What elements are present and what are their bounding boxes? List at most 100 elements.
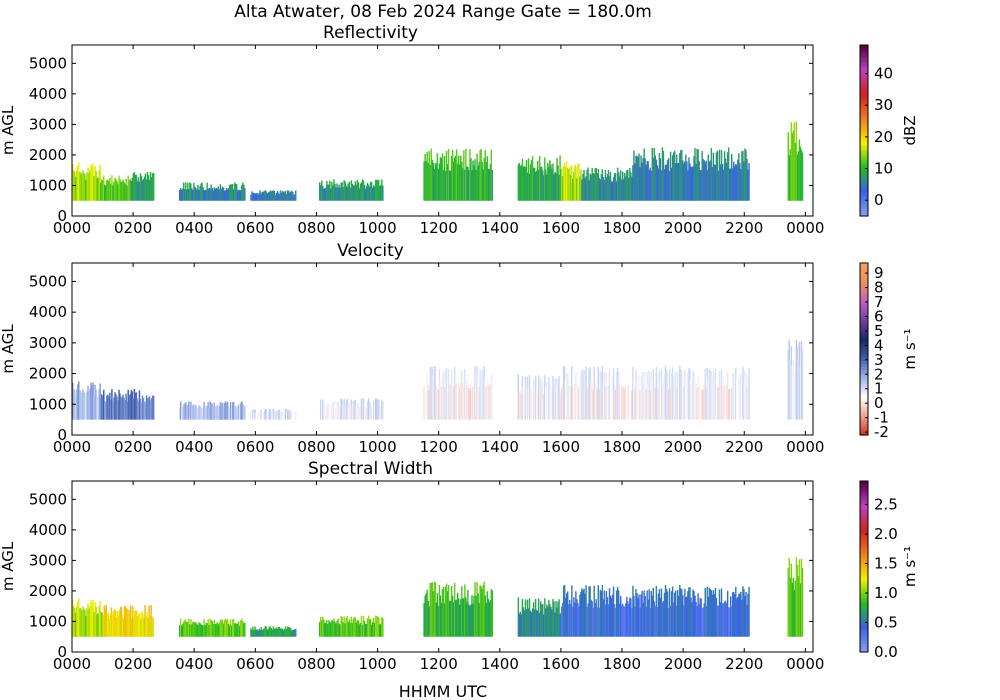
echo-column xyxy=(616,367,619,420)
echo-column xyxy=(343,616,345,637)
echo-column xyxy=(104,184,106,201)
echo-column xyxy=(238,621,240,637)
echo-column xyxy=(189,624,191,637)
echo-column xyxy=(625,176,627,201)
echo-column xyxy=(239,409,241,420)
echo-column xyxy=(723,151,726,201)
y-tick-label: 4000 xyxy=(29,303,67,321)
echo-column xyxy=(89,169,91,201)
colorbar-swatch xyxy=(860,503,868,508)
echo-column xyxy=(660,170,663,201)
echo-column xyxy=(127,609,129,637)
echo-column xyxy=(704,369,706,420)
echo-column xyxy=(489,163,492,201)
colorbar-tick-label: 9 xyxy=(874,264,884,282)
echo-column xyxy=(381,616,383,637)
echo-column xyxy=(349,405,351,420)
echo-column xyxy=(290,413,293,420)
echo-column xyxy=(103,605,105,637)
echo-column xyxy=(800,341,803,420)
echo-column xyxy=(442,586,445,637)
echo-column xyxy=(361,179,364,201)
echo-column xyxy=(362,615,365,637)
echo-column xyxy=(792,360,795,420)
echo-column xyxy=(360,182,363,201)
echo-column xyxy=(345,400,347,420)
colorbar-swatch xyxy=(860,113,868,117)
echo-column xyxy=(734,375,736,420)
echo-column xyxy=(226,618,229,637)
y-tick-label: 2000 xyxy=(29,146,67,164)
echo-column xyxy=(358,407,361,420)
echo-column xyxy=(436,377,439,420)
echo-column xyxy=(124,184,126,201)
echo-column xyxy=(575,591,577,637)
echo-column xyxy=(741,599,743,637)
echo-column xyxy=(570,604,572,637)
echo-column xyxy=(216,405,219,420)
echo-column xyxy=(528,375,531,420)
colorbar-frame xyxy=(859,480,869,653)
echo-column xyxy=(722,385,725,420)
echo-column xyxy=(604,604,607,637)
colorbar-swatch xyxy=(860,506,868,511)
echo-column xyxy=(799,366,802,420)
echo-column xyxy=(795,121,798,201)
echo-column xyxy=(375,615,377,637)
echo-column xyxy=(231,184,234,201)
y-tick-label: 1000 xyxy=(29,395,67,413)
colorbar-swatch xyxy=(860,82,868,86)
colorbar-swatch xyxy=(860,563,868,568)
echo-column xyxy=(123,182,125,201)
echo-column xyxy=(148,396,151,420)
colorbar-tick-label: 0.0 xyxy=(874,643,898,661)
echo-column xyxy=(370,624,373,637)
echo-column xyxy=(137,616,139,637)
echo-column xyxy=(721,603,724,637)
echo-column xyxy=(537,598,540,637)
echo-column xyxy=(457,592,459,637)
echo-column xyxy=(657,375,660,420)
echo-column xyxy=(87,167,89,201)
echo-column xyxy=(218,405,221,420)
echo-column xyxy=(564,379,567,420)
echo-column xyxy=(729,377,732,420)
echo-column xyxy=(707,378,709,420)
echo-column xyxy=(532,379,535,420)
echo-column xyxy=(442,170,445,201)
echo-column xyxy=(357,182,360,201)
echo-column xyxy=(339,187,341,201)
echo-column xyxy=(344,623,346,637)
echo-column xyxy=(600,174,603,201)
echo-column xyxy=(206,406,208,420)
echo-column xyxy=(117,400,119,420)
echo-column xyxy=(219,184,222,201)
echo-column xyxy=(553,378,555,420)
echo-column xyxy=(194,405,196,420)
echo-column xyxy=(440,157,443,201)
echo-column xyxy=(519,390,522,420)
echo-column xyxy=(429,164,431,201)
echo-column xyxy=(109,392,111,420)
echo-column xyxy=(82,170,84,201)
echo-column xyxy=(80,172,82,201)
echo-column xyxy=(469,149,471,201)
echo-column xyxy=(473,165,475,201)
echo-column xyxy=(102,395,104,420)
colorbar-swatch xyxy=(860,634,868,639)
echo-column xyxy=(698,160,700,201)
y-tick-label: 3000 xyxy=(29,115,67,133)
echo-column xyxy=(359,405,362,420)
echo-column xyxy=(294,194,296,201)
echo-column xyxy=(655,159,658,201)
echo-column xyxy=(582,173,584,201)
echo-column xyxy=(695,383,697,420)
echo-column xyxy=(369,402,372,420)
echo-column xyxy=(79,390,81,420)
echo-column xyxy=(447,148,450,201)
colorbar-swatch xyxy=(860,560,868,565)
echo-column xyxy=(425,377,427,420)
echo-column xyxy=(424,153,426,201)
echo-column xyxy=(663,592,666,637)
echo-column xyxy=(688,368,690,420)
